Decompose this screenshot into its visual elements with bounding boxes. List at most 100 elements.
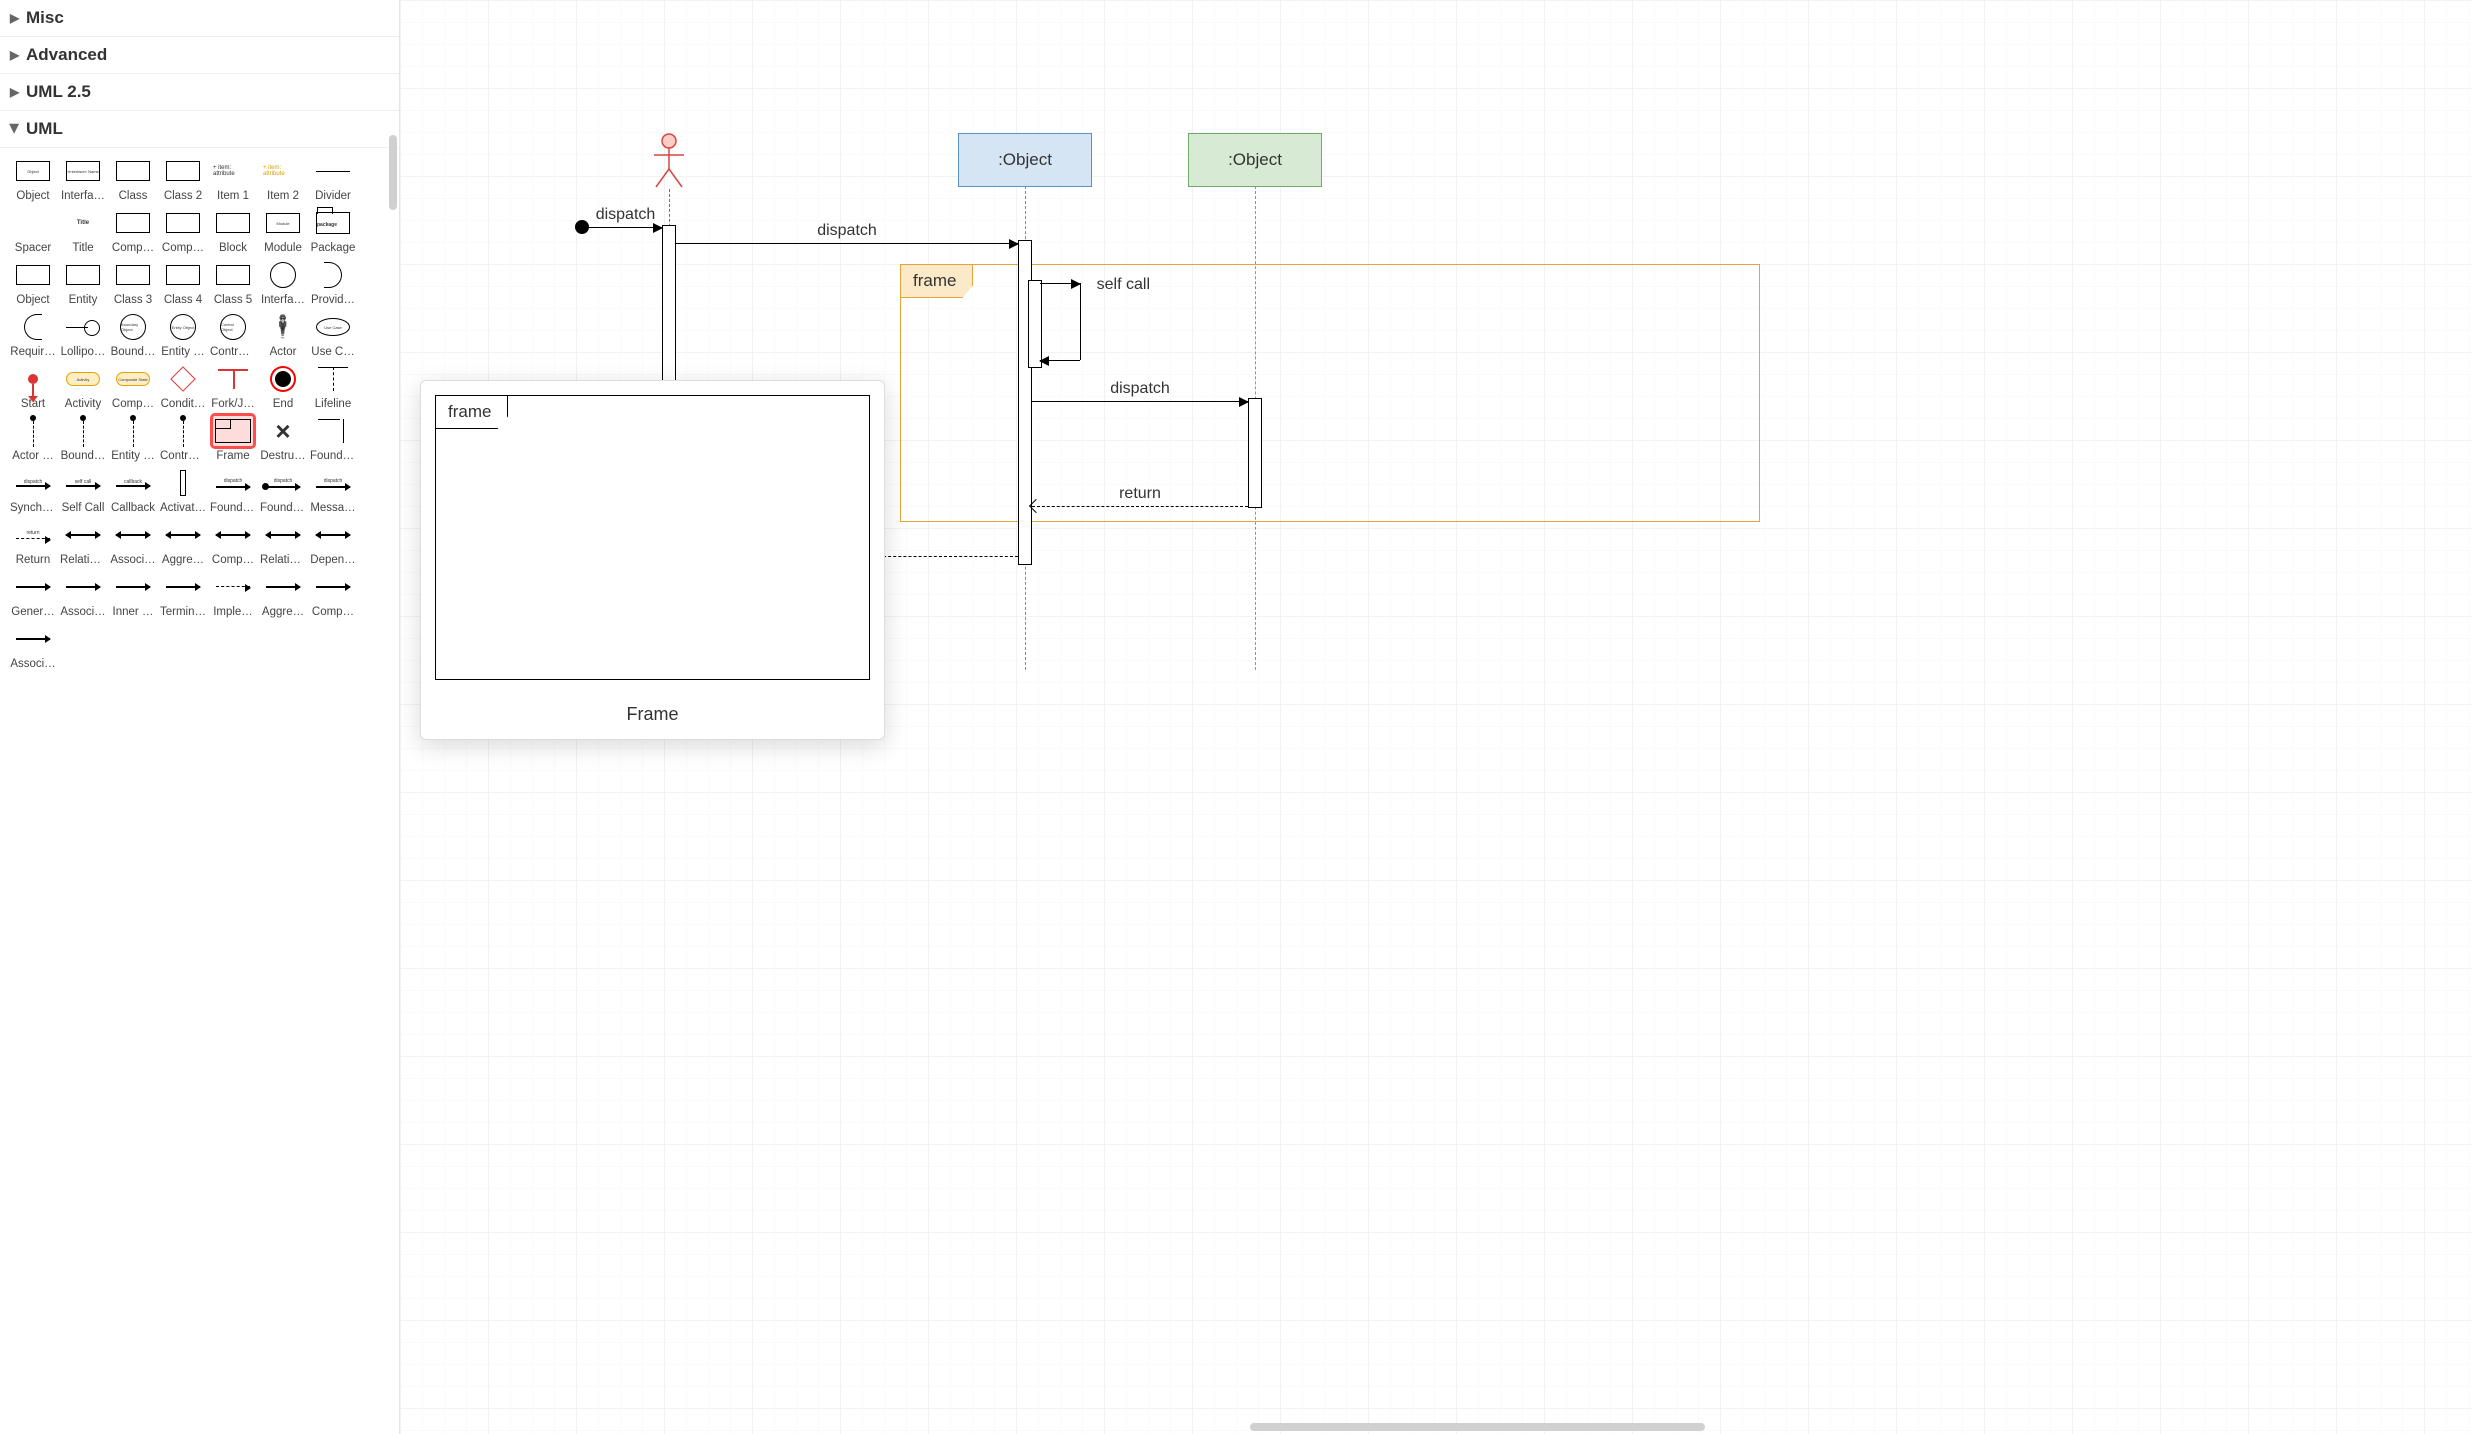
shape-entityobj[interactable]: Entity ObjectEntity … xyxy=(158,312,208,358)
shape-compos2[interactable]: Comp… xyxy=(308,572,358,618)
shape-label: Item 1 xyxy=(210,190,256,202)
diagram-canvas[interactable]: :Object:Objectframedispatchdispatchself … xyxy=(400,0,2472,1434)
sequence-message[interactable]: return xyxy=(1032,506,1248,507)
shape-comp2[interactable]: Comp… xyxy=(158,208,208,254)
object-lifeline-head[interactable]: :Object xyxy=(1188,133,1322,187)
shape-callback[interactable]: callbackCallback xyxy=(108,468,158,514)
shape-entityll[interactable]: Entity … xyxy=(108,416,158,462)
shape-label: Activity xyxy=(60,398,106,410)
shape-aggreg[interactable]: Aggre… xyxy=(158,520,208,566)
shape-interface[interactable]: «interface» NameInterfa… xyxy=(58,156,108,202)
shape-boundary[interactable]: Boundary ObjectBound… xyxy=(108,312,158,358)
shape-label: Termin… xyxy=(160,606,206,618)
shape-interfa2[interactable]: Interfa… xyxy=(258,260,308,306)
activation-bar[interactable] xyxy=(1028,280,1042,368)
shape-class3[interactable]: Class 3 xyxy=(108,260,158,306)
shape-activity[interactable]: ActivityActivity xyxy=(58,364,108,410)
shape-terminate[interactable]: Termin… xyxy=(158,572,208,618)
sequence-message[interactable] xyxy=(878,556,1018,557)
message-label: dispatch xyxy=(596,206,656,224)
found-message-origin[interactable] xyxy=(575,220,589,234)
shape-provid[interactable]: Provid… xyxy=(308,260,358,306)
shape-activat[interactable]: Activat… xyxy=(158,468,208,514)
object-lifeline-head[interactable]: :Object xyxy=(958,133,1092,187)
message-label: dispatch xyxy=(817,222,877,240)
shape-frame[interactable]: Frame xyxy=(208,416,258,462)
section-misc[interactable]: ▶ Misc xyxy=(0,0,399,37)
section-label: Misc xyxy=(26,8,64,28)
shape-boundll[interactable]: Bound… xyxy=(58,416,108,462)
actor-icon[interactable] xyxy=(652,133,686,189)
shape-actorll[interactable]: Actor … xyxy=(8,416,58,462)
shape-return[interactable]: returnReturn xyxy=(8,520,58,566)
section-uml25[interactable]: ▶ UML 2.5 xyxy=(0,74,399,111)
shape-entity[interactable]: Entity xyxy=(58,260,108,306)
shape-label: Contro… xyxy=(210,346,256,358)
shape-label: Found … xyxy=(210,502,256,514)
shape-actor[interactable]: 🕴Actor xyxy=(258,312,308,358)
shape-title[interactable]: TitleTitle xyxy=(58,208,108,254)
sequence-message[interactable]: self call xyxy=(1040,283,1080,284)
shape-start[interactable]: Start xyxy=(8,364,58,410)
shape-label: Package xyxy=(310,242,356,254)
shape-end[interactable]: End xyxy=(258,364,308,410)
section-label: Advanced xyxy=(26,45,107,65)
shape-lifeline[interactable]: Lifeline xyxy=(308,364,358,410)
scrollbar-thumb[interactable] xyxy=(1250,1423,1706,1431)
shape-class[interactable]: Class xyxy=(108,156,158,202)
shape-found[interactable]: Found … xyxy=(308,416,358,462)
shape-label: Lollipo… xyxy=(60,346,106,358)
shape-package[interactable]: packagePackage xyxy=(308,208,358,254)
shape-divider[interactable]: Divider xyxy=(308,156,358,202)
shape-message[interactable]: dispatchMessa… xyxy=(308,468,358,514)
shape-relation[interactable]: Relatio… xyxy=(58,520,108,566)
shape-general[interactable]: Gener… xyxy=(8,572,58,618)
shape-assoc2[interactable]: Associ… xyxy=(58,572,108,618)
shape-lollipop[interactable]: Lollipo… xyxy=(58,312,108,358)
shape-implem[interactable]: Imple… xyxy=(208,572,258,618)
shape-controll[interactable]: Contro… xyxy=(158,416,208,462)
shape-inner[interactable]: Inner … xyxy=(108,572,158,618)
shape-spacer[interactable]: Spacer xyxy=(8,208,58,254)
shape-destruct[interactable]: ×Destru… xyxy=(258,416,308,462)
chevron-down-icon: ▶ xyxy=(8,124,22,134)
shape-foundmsg2[interactable]: dispatchFound … xyxy=(258,468,308,514)
shape-block[interactable]: Block xyxy=(208,208,258,254)
sequence-message[interactable]: dispatch xyxy=(676,243,1018,244)
shape-object[interactable]: ObjectObject xyxy=(8,156,58,202)
shape-class5[interactable]: Class 5 xyxy=(208,260,258,306)
shape-item1[interactable]: + item: attributeItem 1 xyxy=(208,156,258,202)
sidebar-scrollbar[interactable] xyxy=(389,135,397,210)
shape-sync[interactable]: dispatchSynchr… xyxy=(8,468,58,514)
shape-condition[interactable]: Condit… xyxy=(158,364,208,410)
shape-label: Block xyxy=(210,242,256,254)
shape-module[interactable]: ModuleModule xyxy=(258,208,308,254)
sequence-message[interactable]: dispatch xyxy=(589,227,662,228)
shape-label: Comp… xyxy=(110,242,156,254)
shape-usecase[interactable]: Use CaseUse C… xyxy=(308,312,358,358)
canvas-horizontal-scrollbar[interactable] xyxy=(400,1420,2472,1434)
shape-object2[interactable]: Object xyxy=(8,260,58,306)
preview-title: Frame xyxy=(421,694,884,739)
shape-item2[interactable]: + item: attributeItem 2 xyxy=(258,156,308,202)
shape-class2[interactable]: Class 2 xyxy=(158,156,208,202)
shape-controlobj[interactable]: Control ObjectContro… xyxy=(208,312,258,358)
shape-depend[interactable]: Depen… xyxy=(308,520,358,566)
shape-requir[interactable]: Requir… xyxy=(8,312,58,358)
shape-assoc[interactable]: Associ… xyxy=(108,520,158,566)
shape-aggreg2[interactable]: Aggre… xyxy=(258,572,308,618)
section-uml[interactable]: ▶ UML xyxy=(0,111,399,148)
sequence-message[interactable]: dispatch xyxy=(1032,401,1248,402)
shape-composite[interactable]: Composite StateComp… xyxy=(108,364,158,410)
shape-label: Aggre… xyxy=(260,606,306,618)
shape-foundmsg[interactable]: dispatchFound … xyxy=(208,468,258,514)
shape-selfcall[interactable]: self callSelf Call xyxy=(58,468,108,514)
shape-forkjoin[interactable]: Fork/J… xyxy=(208,364,258,410)
shape-assoc3[interactable]: Associ… xyxy=(8,624,58,670)
shape-relation2[interactable]: Relatio… xyxy=(258,520,308,566)
activation-bar[interactable] xyxy=(1248,398,1262,508)
shape-class4[interactable]: Class 4 xyxy=(158,260,208,306)
section-advanced[interactable]: ▶ Advanced xyxy=(0,37,399,74)
shape-compos[interactable]: Comp… xyxy=(208,520,258,566)
shape-comp1[interactable]: Comp… xyxy=(108,208,158,254)
